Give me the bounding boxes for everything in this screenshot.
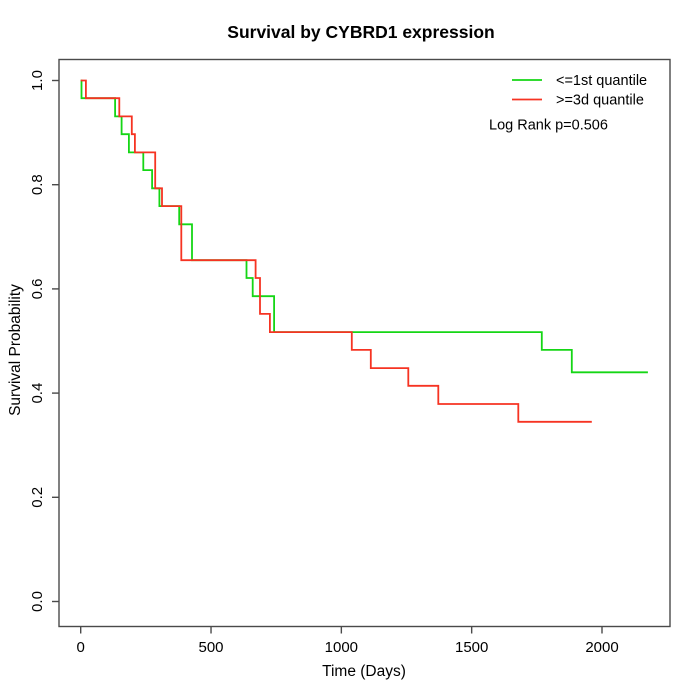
y-axis-tick-label: 0.0 [29, 591, 46, 612]
x-axis-tick-label: 0 [77, 639, 85, 656]
axes-layer: 0 500 1000 1500 2000 0.0 0.2 0.4 0.6 0.8 1.0 [29, 70, 619, 656]
x-axis-tick-label: 500 [199, 639, 224, 656]
x-axis-label: Time (Days) [322, 663, 406, 680]
legend: <=1st quantile >=3d quantile Log Rank p=… [489, 73, 647, 134]
x-axis-tick-label: 2000 [585, 639, 618, 656]
x-axis-tick-label: 1000 [325, 639, 358, 656]
y-axis-tick-label: 0.4 [29, 383, 46, 404]
y-axis-tick-label: 0.6 [29, 278, 46, 299]
legend-label-third-quantile: >=3d quantile [556, 93, 644, 109]
plot-border [58, 58, 671, 628]
y-axis-tick-label: 0.2 [29, 487, 46, 508]
log-rank-pvalue-text: Log Rank p=0.506 [489, 118, 608, 134]
km-curves-layer [80, 79, 648, 423]
chart-title: Survival by CYBRD1 expression [227, 22, 494, 42]
legend-label-first-quantile: <=1st quantile [556, 73, 647, 89]
km-curve-third-quantile [80, 79, 592, 423]
y-axis-label: Survival Probability [7, 284, 24, 416]
x-axis-tick-label: 1500 [455, 639, 488, 656]
y-axis-tick-label: 1.0 [29, 70, 46, 91]
y-axis-tick-label: 0.8 [29, 174, 46, 195]
